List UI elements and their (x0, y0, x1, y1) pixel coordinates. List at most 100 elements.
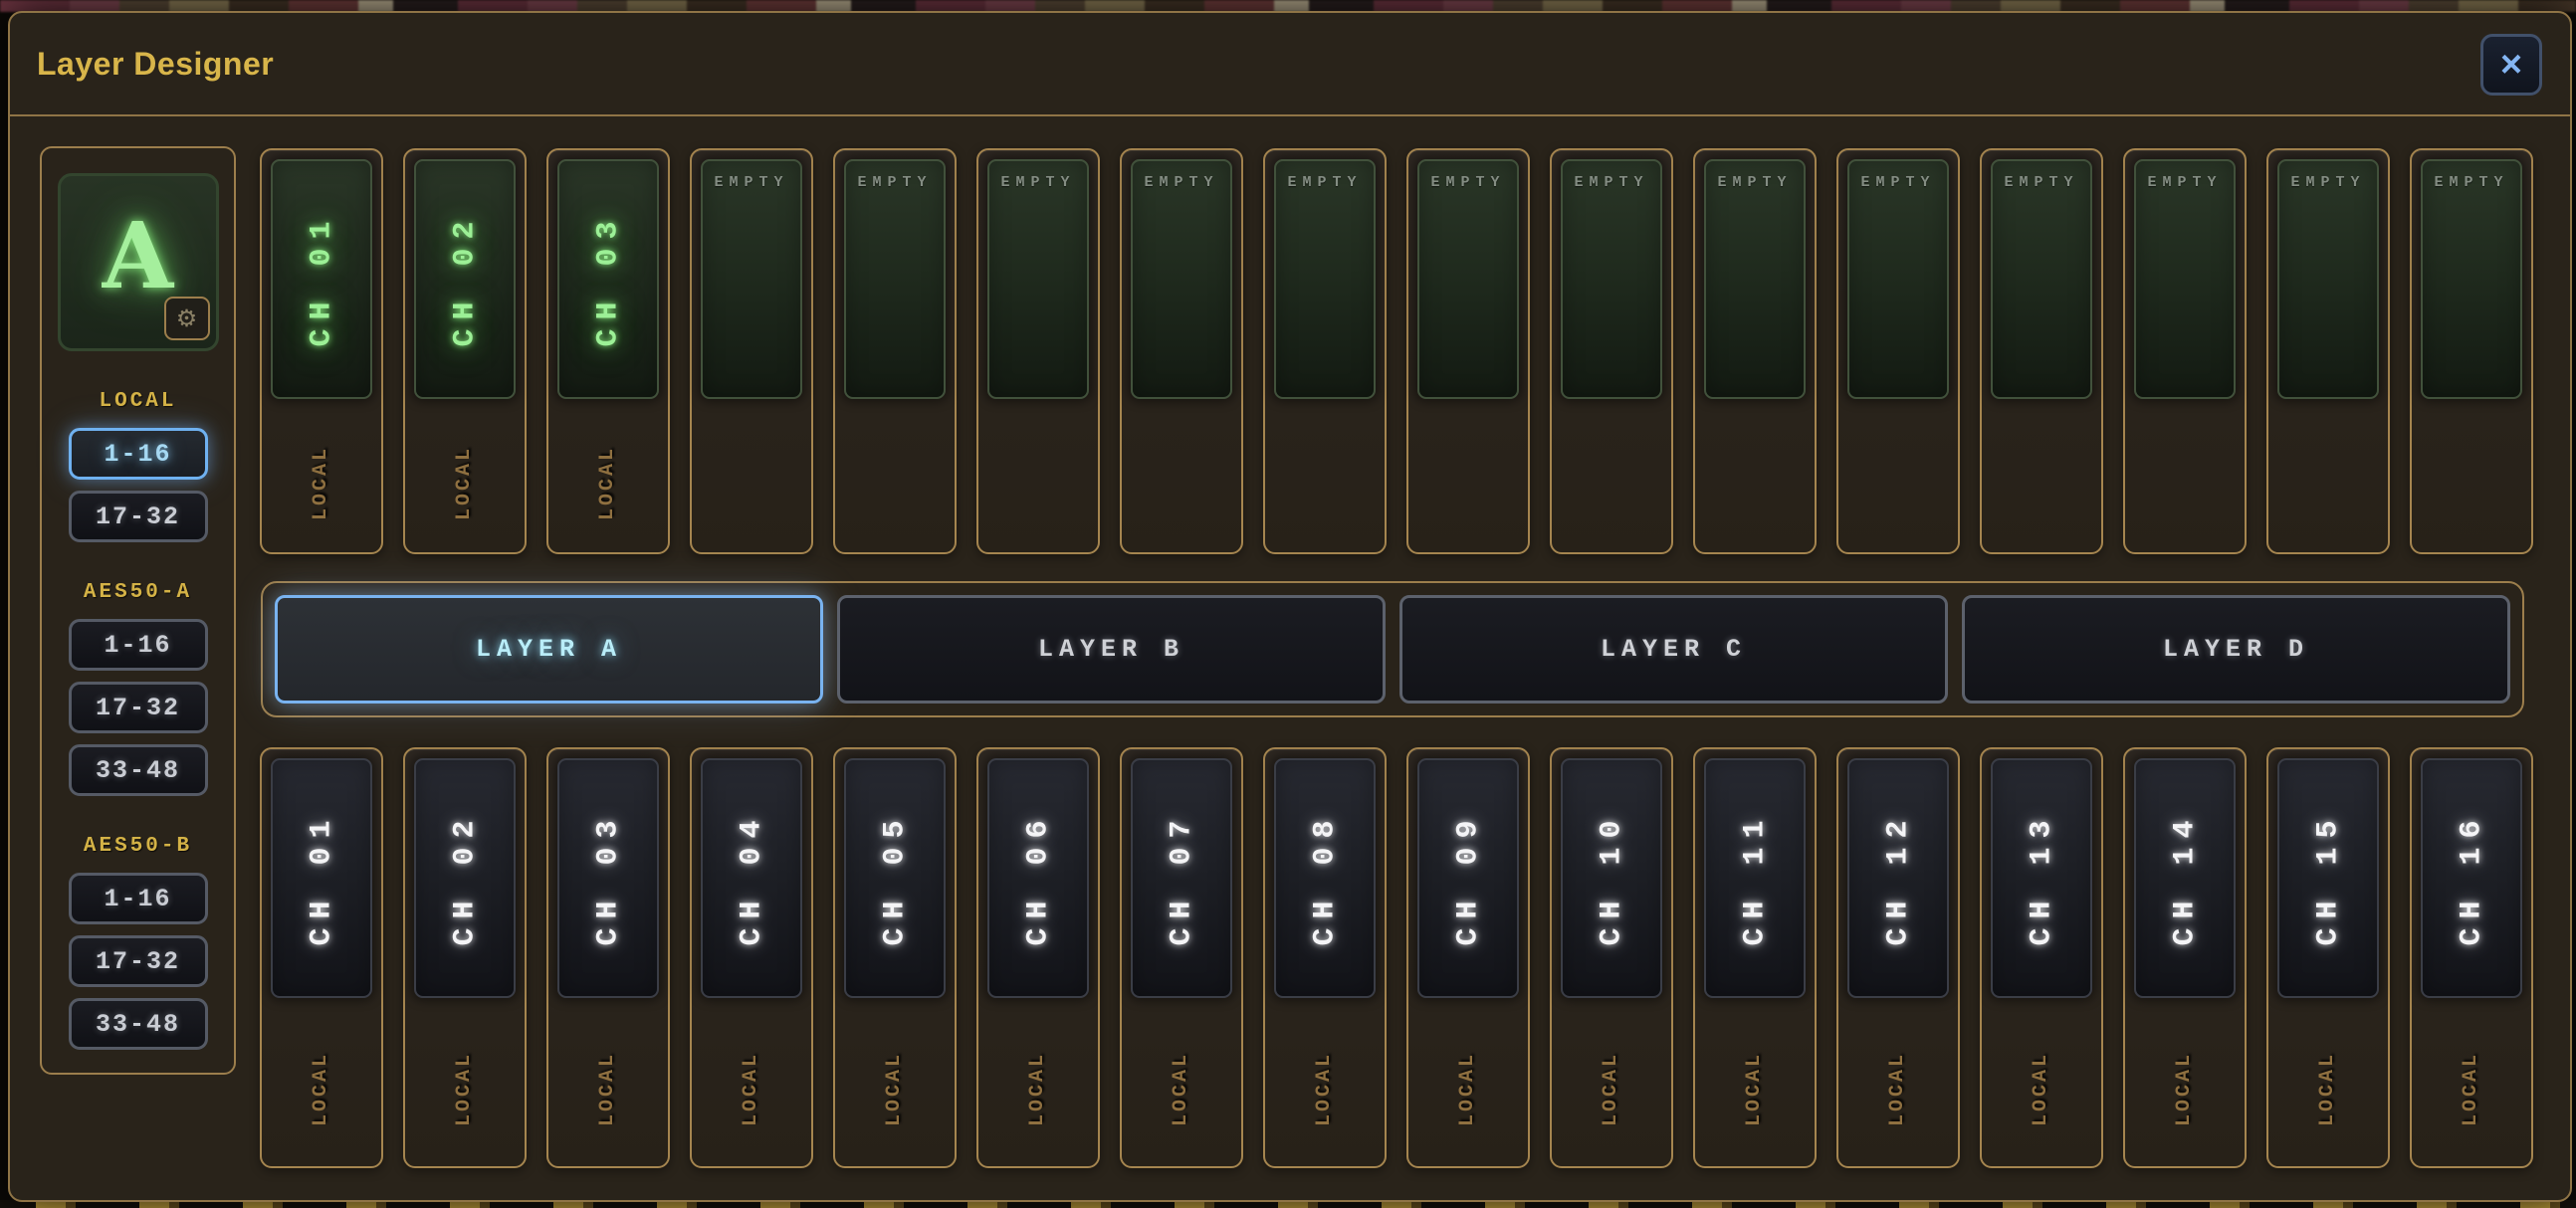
layer-settings-button[interactable]: ⚙ (163, 297, 210, 340)
channel-strip-screen: CH 05 (844, 758, 946, 998)
sidebar-button-aes50-a-1-16[interactable]: 1-16 (68, 619, 208, 671)
empty-slot-label: EMPTY (1860, 174, 1936, 191)
channel-label-wrap: CH 08 (1276, 760, 1374, 996)
channel-label-wrap: CH 06 (989, 760, 1087, 996)
source-label: LOCAL (1170, 1051, 1193, 1127)
channel-strip-5[interactable]: CH 05 LOCAL (833, 747, 957, 1168)
channel-label-wrap: CH 09 (1419, 760, 1517, 996)
channel-strip-11[interactable]: CH 11 LOCAL (1693, 747, 1817, 1168)
source-strip-screen: EMPTY (2421, 159, 2522, 399)
empty-slot-label: EMPTY (1287, 174, 1363, 191)
source-strip-10[interactable]: EMPTY (1550, 148, 1673, 554)
channel-strip-13[interactable]: CH 13 LOCAL (1980, 747, 2103, 1168)
empty-slot-label: EMPTY (1717, 174, 1793, 191)
source-area: LOCAL (1552, 998, 1671, 1166)
layer-tab-c[interactable]: LAYER C (1399, 595, 1948, 704)
channel-strip-8[interactable]: CH 08 LOCAL (1263, 747, 1387, 1168)
layer-tab-b[interactable]: LAYER B (837, 595, 1386, 704)
source-label: LOCAL (310, 445, 333, 520)
channel-strip-9[interactable]: CH 09 LOCAL (1406, 747, 1530, 1168)
channel-label: CH 06 (1021, 810, 1056, 946)
source-strip-2[interactable]: CH 02 LOCAL (403, 148, 527, 554)
source-label: LOCAL (1743, 1051, 1767, 1127)
source-strip-9[interactable]: EMPTY (1406, 148, 1530, 554)
channel-strip-7[interactable]: CH 07 LOCAL (1120, 747, 1243, 1168)
sidebar-group-label: AES50-B (83, 835, 193, 858)
source-label: LOCAL (2173, 1051, 2197, 1127)
source-strip-8[interactable]: EMPTY (1263, 148, 1387, 554)
close-button[interactable]: × (2480, 34, 2542, 96)
channel-strip-screen: CH 11 (1704, 758, 1806, 998)
channel-strip-12[interactable]: CH 12 LOCAL (1836, 747, 1960, 1168)
source-strip-7[interactable]: EMPTY (1120, 148, 1243, 554)
channel-strip-screen: CH 04 (701, 758, 802, 998)
source-strip-13[interactable]: EMPTY (1980, 148, 2103, 554)
channel-label-wrap: CH 13 (1993, 760, 2090, 996)
source-strip-screen: CH 02 (414, 159, 516, 399)
source-strip-1[interactable]: CH 01 LOCAL (260, 148, 383, 554)
source-strip-screen: EMPTY (1991, 159, 2092, 399)
channel-label-wrap: CH 01 (273, 760, 370, 996)
channel-strip-15[interactable]: CH 15 LOCAL (2266, 747, 2390, 1168)
source-strip-16[interactable]: EMPTY (2410, 148, 2533, 554)
source-strip-screen: EMPTY (1561, 159, 1662, 399)
channel-label: CH 02 (448, 810, 483, 946)
source-label: LOCAL (2316, 1051, 2340, 1127)
channel-strip-4[interactable]: CH 04 LOCAL (690, 747, 813, 1168)
source-area: LOCAL (548, 399, 668, 552)
sidebar-button-local-17-32[interactable]: 17-32 (68, 491, 208, 542)
sidebar-group: AES50-A 1-16 17-32 33-48 (42, 581, 234, 796)
channel-strip-14[interactable]: CH 14 LOCAL (2123, 747, 2247, 1168)
source-strip-4[interactable]: EMPTY (690, 148, 813, 554)
sidebar-button-aes50-a-33-48[interactable]: 33-48 (68, 744, 208, 796)
empty-slot-label: EMPTY (2147, 174, 2223, 191)
empty-slot-label: EMPTY (2434, 174, 2509, 191)
sidebar-button-aes50-a-17-32[interactable]: 17-32 (68, 682, 208, 733)
channel-strip-screen: CH 13 (1991, 758, 2092, 998)
sidebar-button-aes50-b-1-16[interactable]: 1-16 (68, 873, 208, 924)
source-strip-12[interactable]: EMPTY (1836, 148, 1960, 554)
sidebar-range-label: 33-48 (95, 755, 180, 785)
layer-tab-row: LAYER A LAYER B LAYER C LAYER D (261, 581, 2524, 717)
channel-strip-2[interactable]: CH 02 LOCAL (403, 747, 527, 1168)
channel-label-wrap: CH 01 (273, 161, 370, 397)
sidebar-panel: A ⚙ LOCAL 1-16 17-32 AES50-A 1-16 17-32 33-… (40, 146, 236, 1075)
channel-strip-1[interactable]: CH 01 LOCAL (260, 747, 383, 1168)
channel-label-wrap: CH 03 (559, 760, 657, 996)
channel-strip-3[interactable]: CH 03 LOCAL (546, 747, 670, 1168)
source-strip-row: CH 01 LOCAL CH 02 LOCAL CH 03 LOCAL EMPT… (260, 148, 2533, 554)
source-strip-5[interactable]: EMPTY (833, 148, 957, 554)
sidebar-button-aes50-b-33-48[interactable]: 33-48 (68, 998, 208, 1050)
sidebar-groups: LOCAL 1-16 17-32 AES50-A 1-16 17-32 33-48 A… (42, 390, 234, 1050)
channel-label-wrap: CH 15 (2279, 760, 2377, 996)
source-label: LOCAL (883, 1051, 907, 1127)
active-layer-tile[interactable]: A ⚙ (57, 173, 219, 351)
sidebar-range-label: 1-16 (104, 884, 172, 913)
layer-tab-d[interactable]: LAYER D (1962, 595, 2510, 704)
source-label: LOCAL (310, 1051, 333, 1127)
source-area: LOCAL (692, 998, 811, 1166)
channel-strip-10[interactable]: CH 10 LOCAL (1550, 747, 1673, 1168)
channel-label: CH 13 (2025, 810, 2059, 946)
source-strip-11[interactable]: EMPTY (1693, 148, 1817, 554)
source-strip-14[interactable]: EMPTY (2123, 148, 2247, 554)
source-area: LOCAL (2268, 998, 2388, 1166)
channel-label-wrap: CH 12 (1849, 760, 1947, 996)
source-strip-15[interactable]: EMPTY (2266, 148, 2390, 554)
channel-label: CH 02 (448, 211, 483, 347)
channel-label: CH 05 (878, 810, 913, 946)
channel-strip-screen: CH 07 (1131, 758, 1232, 998)
source-strip-6[interactable]: EMPTY (976, 148, 1100, 554)
sidebar-button-local-1-16[interactable]: 1-16 (68, 428, 208, 480)
sidebar-button-aes50-b-17-32[interactable]: 17-32 (68, 935, 208, 987)
source-area: LOCAL (1265, 998, 1385, 1166)
layer-tab-a[interactable]: LAYER A (275, 595, 823, 704)
channel-label-wrap: CH 05 (846, 760, 944, 996)
channel-strip-6[interactable]: CH 06 LOCAL (976, 747, 1100, 1168)
source-strip-3[interactable]: CH 03 LOCAL (546, 148, 670, 554)
channel-strip-16[interactable]: CH 16 LOCAL (2410, 747, 2533, 1168)
sidebar-range-label: 17-32 (95, 693, 180, 722)
sidebar-group-label: LOCAL (99, 390, 177, 413)
sidebar-range-label: 17-32 (95, 502, 180, 531)
layer-tab-label: LAYER B (1037, 635, 1185, 664)
